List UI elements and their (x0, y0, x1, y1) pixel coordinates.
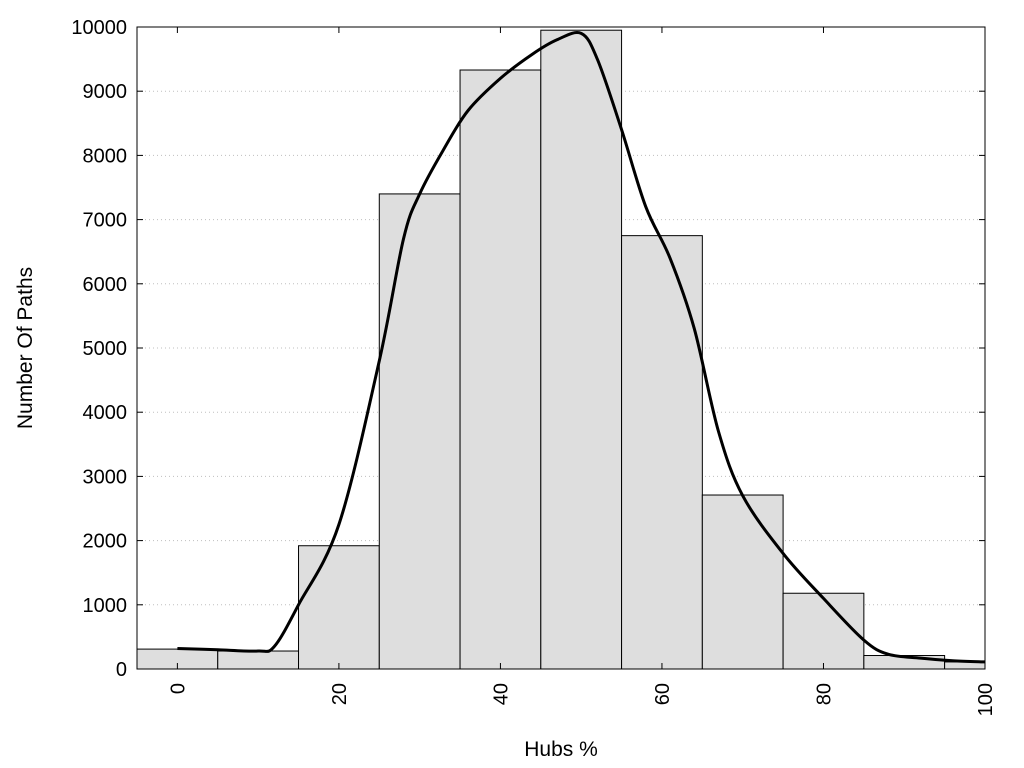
histogram-bars (136, 29, 986, 670)
histogram-bar (782, 592, 865, 670)
y-tick-label: 6000 (83, 274, 128, 296)
y-axis-ticks: 0 1000 2000 3000 4000 5000 6000 7000 8000 9000 100… (71, 17, 985, 681)
histogram-bar (701, 494, 784, 670)
x-tick-label: 80 (813, 683, 835, 705)
x-axis-label: Hubs % (524, 738, 598, 761)
x-tick-label: 100 (975, 683, 997, 716)
histogram-bar (540, 29, 623, 670)
y-tick-label: 8000 (83, 145, 128, 167)
y-axis-label: Number Of Paths (14, 267, 37, 429)
x-tick-label: 20 (329, 683, 351, 705)
y-tick-label: 0 (116, 659, 127, 681)
density-curve-line (177, 31, 986, 664)
y-tick-label: 10000 (71, 17, 127, 39)
histogram-bar (298, 545, 380, 670)
y-tick-label: 7000 (83, 210, 128, 232)
histogram-bar (621, 235, 703, 670)
histogram-bar (378, 193, 461, 670)
x-tick-label: 0 (167, 683, 189, 694)
x-axis-ticks: 0 20 40 60 80 100 (167, 27, 997, 716)
x-tick-label: 60 (652, 683, 674, 705)
x-tick-label: 40 (490, 683, 512, 705)
y-tick-label: 4000 (83, 402, 128, 424)
y-tick-label: 5000 (83, 338, 128, 360)
y-tick-label: 2000 (83, 531, 128, 553)
histogram-bar (217, 650, 300, 670)
y-tick-label: 1000 (83, 595, 128, 617)
density-curve (177, 31, 986, 664)
histogram-bar (459, 69, 542, 670)
y-tick-label: 9000 (83, 81, 128, 103)
y-tick-label: 3000 (83, 466, 128, 488)
